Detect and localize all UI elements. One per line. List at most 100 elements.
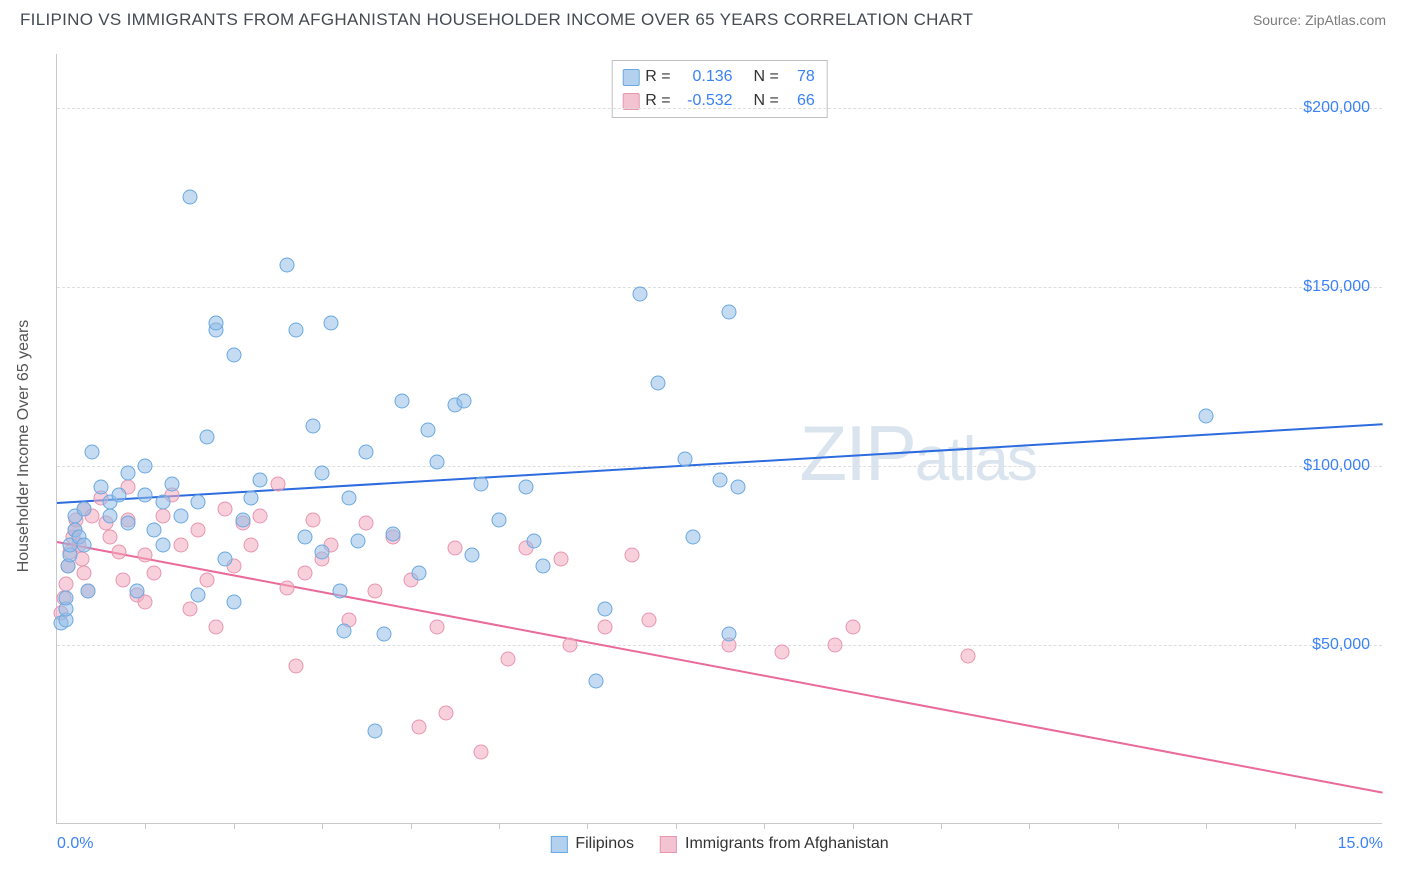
point-filipinos [226,347,241,362]
point-filipinos [138,458,153,473]
point-filipinos [191,494,206,509]
point-afghanistan [624,548,639,563]
source-label: Source: ZipAtlas.com [1253,12,1386,28]
point-afghanistan [598,620,613,635]
point-filipinos [111,487,126,502]
point-afghanistan [306,512,321,527]
gridline [57,108,1382,109]
swatch-filipinos [622,69,639,86]
legend-item-a: Filipinos [550,835,634,853]
point-filipinos [713,473,728,488]
point-filipinos [324,315,339,330]
y-tick-label: $100,000 [1303,457,1370,475]
point-afghanistan [253,509,268,524]
point-afghanistan [553,551,568,566]
point-filipinos [377,627,392,642]
point-afghanistan [111,544,126,559]
point-filipinos [58,591,73,606]
x-tick [145,823,146,829]
point-afghanistan [774,645,789,660]
y-tick-label: $50,000 [1312,636,1370,654]
y-axis-label: Householder Income Over 65 years [15,320,33,573]
point-afghanistan [182,602,197,617]
point-afghanistan [827,637,842,652]
gridline [57,466,1382,467]
point-filipinos [341,491,356,506]
y-tick-label: $200,000 [1303,99,1370,117]
point-filipinos [244,491,259,506]
legend-label-a: Filipinos [575,835,634,853]
point-filipinos [456,394,471,409]
point-afghanistan [430,620,445,635]
swatch-afghanistan [660,836,677,853]
point-afghanistan [368,584,383,599]
point-afghanistan [200,573,215,588]
point-filipinos [76,537,91,552]
point-filipinos [368,723,383,738]
gridline [57,645,1382,646]
point-filipinos [518,480,533,495]
point-filipinos [359,444,374,459]
point-filipinos [350,534,365,549]
x-tick [764,823,765,829]
point-afghanistan [412,720,427,735]
point-filipinos [173,509,188,524]
point-afghanistan [271,476,286,491]
point-afghanistan [58,577,73,592]
chart-header: FILIPINO VS IMMIGRANTS FROM AFGHANISTAN … [0,0,1406,34]
point-filipinos [279,258,294,273]
point-filipinos [253,473,268,488]
point-filipinos [235,512,250,527]
point-afghanistan [217,501,232,516]
x-tick [941,823,942,829]
n-value-a: 78 [785,68,815,86]
point-afghanistan [173,537,188,552]
legend-label-b: Immigrants from Afghanistan [685,835,889,853]
y-tick-label: $150,000 [1303,278,1370,296]
trendline-afghanistan [57,541,1383,794]
point-afghanistan [562,637,577,652]
point-afghanistan [359,516,374,531]
point-filipinos [138,487,153,502]
point-filipinos [120,516,135,531]
point-filipinos [589,673,604,688]
point-afghanistan [642,612,657,627]
point-afghanistan [447,541,462,556]
point-filipinos [385,526,400,541]
point-filipinos [76,501,91,516]
point-filipinos [156,537,171,552]
point-filipinos [315,466,330,481]
point-filipinos [332,584,347,599]
point-filipinos [721,627,736,642]
point-filipinos [164,476,179,491]
x-tick [234,823,235,829]
point-afghanistan [288,659,303,674]
legend-row-a: R = 0.136 N = 78 [622,65,815,89]
point-filipinos [288,322,303,337]
point-filipinos [677,451,692,466]
point-afghanistan [960,648,975,663]
point-filipinos [94,480,109,495]
x-tick [411,823,412,829]
point-filipinos [85,444,100,459]
point-filipinos [337,623,352,638]
point-filipinos [217,551,232,566]
point-afghanistan [147,566,162,581]
scatter-chart: ZIPatlas R = 0.136 N = 78 R = -0.532 N =… [56,54,1382,824]
point-filipinos [686,530,701,545]
point-filipinos [200,430,215,445]
point-filipinos [315,544,330,559]
point-filipinos [191,587,206,602]
x-tick [676,823,677,829]
legend-row-b: R = -0.532 N = 66 [622,89,815,113]
x-tick [1118,823,1119,829]
point-filipinos [80,584,95,599]
point-filipinos [306,419,321,434]
x-tick [587,823,588,829]
point-filipinos [156,494,171,509]
point-afghanistan [845,620,860,635]
point-filipinos [527,534,542,549]
point-afghanistan [474,745,489,760]
point-afghanistan [244,537,259,552]
point-filipinos [412,566,427,581]
